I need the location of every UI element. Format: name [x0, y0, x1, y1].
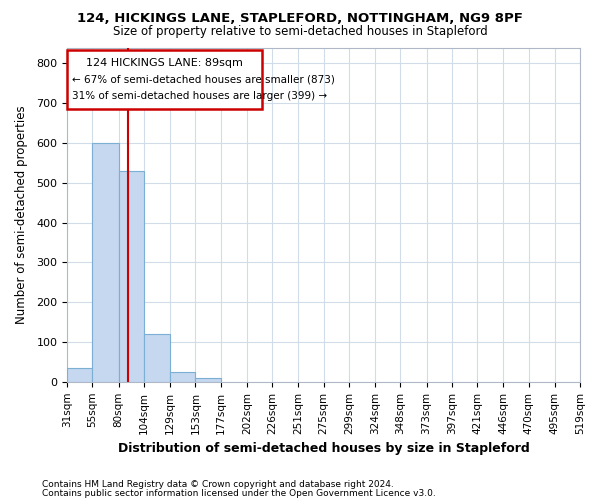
Text: Size of property relative to semi-detached houses in Stapleford: Size of property relative to semi-detach…	[113, 25, 487, 38]
Text: Contains HM Land Registry data © Crown copyright and database right 2024.: Contains HM Land Registry data © Crown c…	[42, 480, 394, 489]
Text: 31% of semi-detached houses are larger (399) →: 31% of semi-detached houses are larger (…	[73, 91, 328, 101]
Bar	[119, 171, 144, 382]
Bar	[144, 334, 170, 382]
FancyBboxPatch shape	[67, 50, 262, 109]
Text: Contains public sector information licensed under the Open Government Licence v3: Contains public sector information licen…	[42, 489, 436, 498]
Bar	[67, 368, 92, 382]
Y-axis label: Number of semi-detached properties: Number of semi-detached properties	[15, 106, 28, 324]
X-axis label: Distribution of semi-detached houses by size in Stapleford: Distribution of semi-detached houses by …	[118, 442, 529, 455]
Text: ← 67% of semi-detached houses are smaller (873): ← 67% of semi-detached houses are smalle…	[73, 74, 335, 85]
Text: 124 HICKINGS LANE: 89sqm: 124 HICKINGS LANE: 89sqm	[86, 58, 243, 68]
Bar	[170, 372, 196, 382]
Text: 124, HICKINGS LANE, STAPLEFORD, NOTTINGHAM, NG9 8PF: 124, HICKINGS LANE, STAPLEFORD, NOTTINGH…	[77, 12, 523, 26]
Bar	[196, 378, 221, 382]
Bar	[92, 143, 119, 382]
